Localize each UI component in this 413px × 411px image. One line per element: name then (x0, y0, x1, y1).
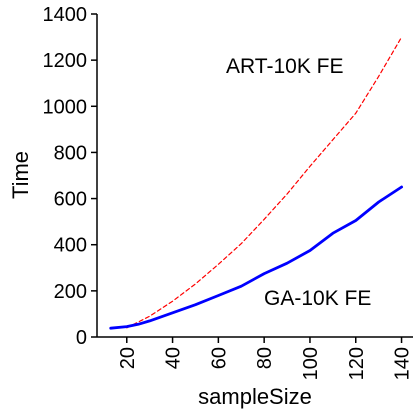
y-tick-label: 200 (54, 281, 87, 303)
x-tick-label: 20 (117, 347, 139, 369)
series-line-ga (109, 185, 403, 330)
y-tick-label: 1200 (43, 50, 88, 72)
y-tick-label: 400 (54, 235, 87, 257)
x-tick-label: 40 (163, 347, 185, 369)
annotation-art: ART-10K FE (226, 55, 344, 78)
series-line-art (126, 36, 403, 329)
x-tick-label: 140 (392, 347, 413, 380)
y-tick-label: 800 (54, 142, 87, 164)
series-layer (109, 36, 403, 330)
annotation-ga: GA-10K FE (264, 287, 371, 310)
x-ticks: 20 40 60 80 100 120 140 (117, 337, 413, 380)
y-tick-label: 0 (76, 327, 87, 349)
y-tick-label: 600 (54, 189, 87, 211)
x-tick-label: 60 (208, 347, 230, 369)
x-tick-label: 100 (300, 347, 322, 380)
y-ticks: 0 200 400 600 800 1000 1200 1400 (43, 4, 97, 349)
x-axis-title: sampleSize (198, 384, 312, 409)
x-tick-label: 120 (346, 347, 368, 380)
y-tick-label: 1000 (43, 96, 88, 118)
y-axis-title: Time (8, 151, 33, 199)
x-tick-label: 80 (254, 347, 276, 369)
y-tick-label: 1400 (43, 4, 88, 26)
